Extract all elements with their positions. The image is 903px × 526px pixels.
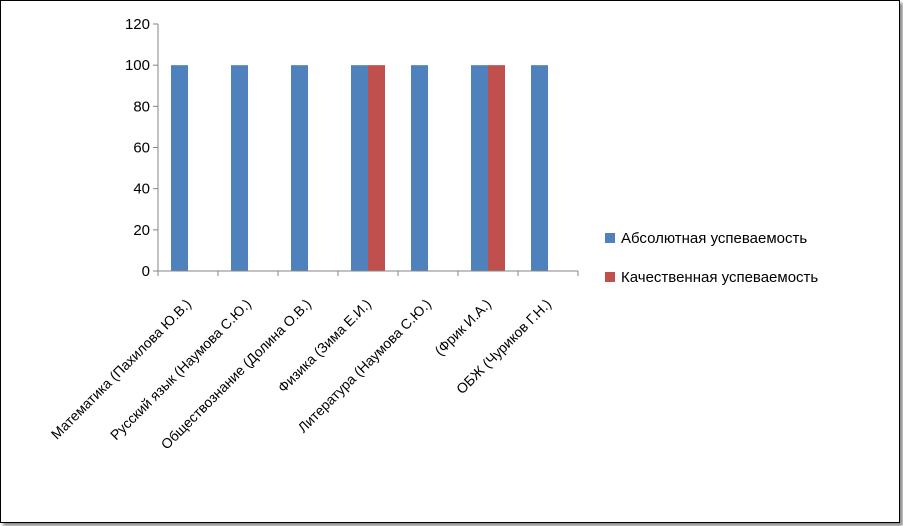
y-tick-label: 120 <box>125 16 150 33</box>
bar-absolute-2 <box>291 65 308 272</box>
legend-swatch-quality <box>605 272 615 282</box>
y-tick-label: 80 <box>133 98 150 115</box>
bar-quality-5 <box>488 65 505 272</box>
legend: Абсолютная успеваемость Качественная успе… <box>605 230 818 286</box>
bar-absolute-6 <box>531 65 548 272</box>
y-axis: 0 20 40 60 80 100 120 <box>125 16 159 280</box>
legend-label-quality: Качественная успеваемость <box>621 269 818 286</box>
bar-absolute-4 <box>411 65 428 272</box>
y-tick-label: 20 <box>133 222 150 239</box>
bar-absolute-0 <box>171 65 188 272</box>
legend-label-absolute: Абсолютная успеваемость <box>621 230 807 247</box>
bar-absolute-1 <box>231 65 248 272</box>
bar-absolute-5 <box>471 65 488 272</box>
x-category-label: (Фрик И.А.) <box>431 296 494 359</box>
x-axis: Математика (Пахилова Ю.В.)Русский язык (… <box>48 270 579 452</box>
bar-absolute-3 <box>351 65 368 272</box>
y-tick-label: 60 <box>133 140 150 157</box>
bar-quality-3 <box>368 65 385 272</box>
bars <box>171 65 548 272</box>
y-tick-label: 0 <box>142 263 150 280</box>
y-tick-label: 40 <box>133 181 150 198</box>
y-tick-label: 100 <box>125 57 150 74</box>
legend-swatch-absolute <box>605 233 615 243</box>
